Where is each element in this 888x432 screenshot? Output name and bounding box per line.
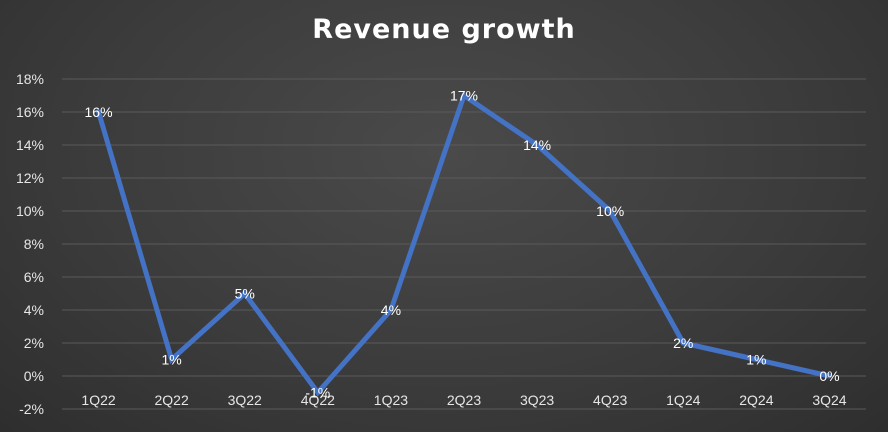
data-label: 1% bbox=[746, 352, 766, 368]
y-tick-label: -2% bbox=[19, 401, 44, 417]
y-axis-ticks: 18% 16% 14% 12% 10% 8% 6% 4% 2% 0% -2% bbox=[16, 71, 44, 417]
y-tick-label: 18% bbox=[16, 71, 44, 87]
y-tick-label: 12% bbox=[16, 170, 44, 186]
data-label: 5% bbox=[235, 286, 255, 302]
data-label: 17% bbox=[450, 88, 478, 104]
data-point bbox=[388, 307, 394, 313]
x-tick-label: 2Q24 bbox=[739, 392, 773, 408]
data-point bbox=[753, 357, 759, 362]
y-tick-label: 0% bbox=[24, 368, 44, 384]
data-label: 4% bbox=[381, 302, 401, 318]
data-point bbox=[826, 373, 832, 379]
x-tick-label: 2Q23 bbox=[447, 392, 481, 408]
data-label: 14% bbox=[523, 137, 551, 153]
chart-title: Revenue growth bbox=[312, 14, 576, 45]
data-point bbox=[315, 390, 321, 395]
data-label: -1% bbox=[305, 385, 330, 401]
y-tick-label: 8% bbox=[24, 236, 44, 252]
data-point bbox=[461, 93, 467, 98]
y-tick-label: 4% bbox=[24, 302, 44, 318]
data-point bbox=[607, 208, 613, 214]
data-point bbox=[680, 340, 686, 346]
x-tick-label: 4Q23 bbox=[593, 392, 627, 408]
y-tick-label: 16% bbox=[16, 104, 44, 120]
x-tick-label: 1Q24 bbox=[666, 392, 700, 408]
data-label: 10% bbox=[596, 203, 624, 219]
data-label: 16% bbox=[85, 104, 113, 120]
x-tick-label: 3Q24 bbox=[812, 392, 846, 408]
x-tick-label: 2Q22 bbox=[155, 392, 189, 408]
gridlines bbox=[62, 78, 866, 410]
data-point bbox=[534, 142, 540, 148]
y-tick-label: 10% bbox=[16, 203, 44, 219]
x-tick-label: 1Q22 bbox=[81, 392, 115, 408]
data-labels: 16% 1% 5% -1% 4% 17% 14% 10% 2% 1% 0% bbox=[85, 88, 840, 401]
x-axis-ticks: 1Q22 2Q22 3Q22 4Q22 1Q23 2Q23 3Q23 4Q23 1Q24 2Q24… bbox=[81, 392, 846, 408]
y-tick-label: 6% bbox=[24, 269, 44, 285]
data-point bbox=[169, 357, 175, 362]
series-line-group bbox=[96, 91, 832, 397]
data-point bbox=[242, 291, 248, 296]
data-point bbox=[96, 109, 102, 115]
x-tick-label: 3Q22 bbox=[228, 392, 262, 408]
data-label: 0% bbox=[819, 368, 839, 384]
x-tick-label: 3Q23 bbox=[520, 392, 554, 408]
y-tick-label: 14% bbox=[16, 137, 44, 153]
data-label: 2% bbox=[673, 335, 693, 351]
x-tick-label: 1Q23 bbox=[374, 392, 408, 408]
y-tick-label: 2% bbox=[24, 335, 44, 351]
x-tick-label: 4Q22 bbox=[301, 392, 335, 408]
data-label: 1% bbox=[162, 352, 182, 368]
